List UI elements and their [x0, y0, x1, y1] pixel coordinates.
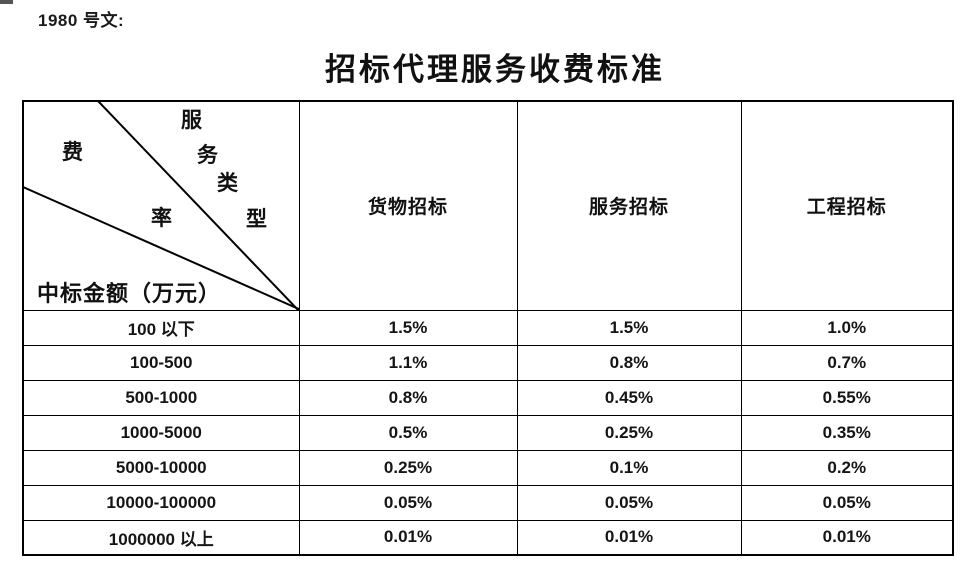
rate-cell: 0.25% [516, 414, 742, 451]
rate-cell: 0.05% [516, 484, 742, 521]
amount-range-cell: 10000-100000 [22, 484, 300, 521]
rate-cell: 1.0% [740, 309, 954, 346]
column-header-goods: 货物招标 [298, 100, 518, 311]
amount-range-cell: 100-500 [22, 344, 300, 381]
amount-range-cell: 1000-5000 [22, 414, 300, 451]
amount-range-cell: 500-1000 [22, 379, 300, 416]
rate-cell: 1.5% [516, 309, 742, 346]
page-title: 招标代理服务收费标准 [325, 52, 665, 87]
rate-cell: 0.01% [516, 519, 742, 556]
corner-fee-rate-char: 率 [151, 206, 172, 230]
corner-service-type-char: 务 [197, 143, 218, 167]
corner-service-type-char: 类 [217, 171, 238, 195]
rate-cell: 0.8% [516, 344, 742, 381]
amount-range-cell: 1000000 以上 [22, 519, 300, 556]
rate-cell: 0.35% [740, 414, 954, 451]
rate-cell: 0.55% [740, 379, 954, 416]
rate-cell: 0.25% [298, 449, 518, 486]
corner-fee-rate-char: 费 [62, 140, 83, 164]
rate-cell: 0.8% [298, 379, 518, 416]
corner-service-type-char: 服 [181, 108, 202, 132]
rate-cell: 0.5% [298, 414, 518, 451]
rate-cell: 0.1% [516, 449, 742, 486]
fee-standard-table: 服 费 务 类 率 型 中标金额（万元） 货物招标 服务招标 工程招标 100 … [22, 100, 954, 556]
rate-cell: 0.01% [740, 519, 954, 556]
rate-cell: 1.1% [298, 344, 518, 381]
rate-cell: 0.05% [740, 484, 954, 521]
table-row: 1000-5000 0.5% 0.25% 0.35% [22, 414, 954, 451]
table-header-row: 服 费 务 类 率 型 中标金额（万元） 货物招标 服务招标 工程招标 [22, 100, 954, 311]
rate-cell: 0.05% [298, 484, 518, 521]
diagonal-corner-cell: 服 费 务 类 率 型 中标金额（万元） [22, 100, 300, 311]
rate-cell: 0.2% [740, 449, 954, 486]
table-row: 500-1000 0.8% 0.45% 0.55% [22, 379, 954, 416]
rate-cell: 1.5% [298, 309, 518, 346]
doc-number-label: 1980 号文: [38, 11, 125, 30]
table-row: 100 以下 1.5% 1.5% 1.0% [22, 309, 954, 346]
column-header-service: 服务招标 [516, 100, 742, 311]
table-row: 5000-10000 0.25% 0.1% 0.2% [22, 449, 954, 486]
table-row: 1000000 以上 0.01% 0.01% 0.01% [22, 519, 954, 556]
amount-range-cell: 100 以下 [22, 309, 300, 346]
column-header-engineering: 工程招标 [740, 100, 954, 311]
rate-cell: 0.01% [298, 519, 518, 556]
table-row: 10000-100000 0.05% 0.05% 0.05% [22, 484, 954, 521]
rate-cell: 0.7% [740, 344, 954, 381]
table-row: 100-500 1.1% 0.8% 0.7% [22, 344, 954, 381]
diagonal-lines [24, 102, 298, 309]
rate-cell: 0.45% [516, 379, 742, 416]
amount-range-cell: 5000-10000 [22, 449, 300, 486]
corner-amount-label: 中标金额（万元） [37, 281, 222, 306]
scan-artifact [0, 0, 13, 4]
corner-service-type-char: 型 [246, 207, 267, 231]
